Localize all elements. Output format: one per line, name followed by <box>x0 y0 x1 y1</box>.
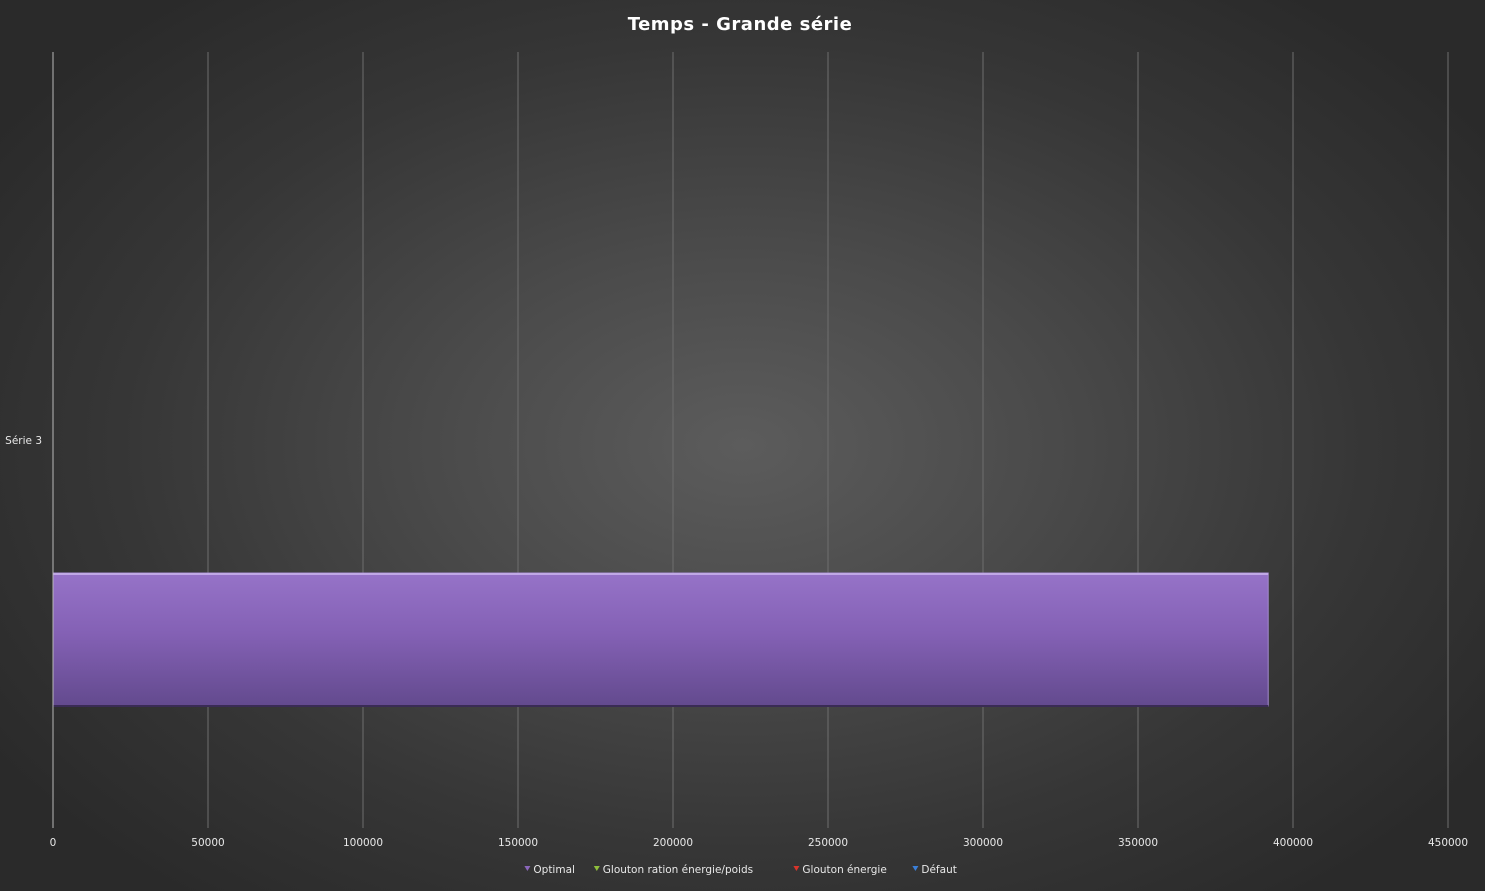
legend: Optimal Glouton ration énergie/poids Glout… <box>524 864 957 876</box>
x-tick-label: 450000 <box>1428 837 1468 849</box>
bar-optimal <box>52 572 1269 707</box>
gridlines <box>207 52 1449 828</box>
x-tick-label: 400000 <box>1273 837 1313 849</box>
legend-marker-icon <box>593 866 600 871</box>
category-label: Série 3 <box>5 435 42 447</box>
x-tick-label: 100000 <box>343 837 383 849</box>
x-tick-label: 200000 <box>653 837 693 849</box>
legend-label: Glouton ration énergie/poids <box>603 864 753 876</box>
x-tick-label: 50000 <box>191 837 224 849</box>
x-tick-label: 300000 <box>963 837 1003 849</box>
legend-label: Glouton énergie <box>802 864 886 876</box>
x-tick-label: 350000 <box>1118 837 1158 849</box>
legend-label: Défaut <box>921 864 956 876</box>
x-tick-label: 0 <box>50 837 57 849</box>
legend-label: Optimal <box>533 864 575 876</box>
x-tick-label: 250000 <box>808 837 848 849</box>
legend-marker-icon <box>793 866 800 871</box>
bars <box>52 572 1269 707</box>
legend-marker-icon <box>912 866 919 871</box>
chart-title: Temps - Grande série <box>628 14 853 35</box>
legend-marker-icon <box>524 866 531 871</box>
axes: 0 50000 100000 150000 200000 250000 300000 3500… <box>5 52 1468 849</box>
x-tick-label: 150000 <box>498 837 538 849</box>
